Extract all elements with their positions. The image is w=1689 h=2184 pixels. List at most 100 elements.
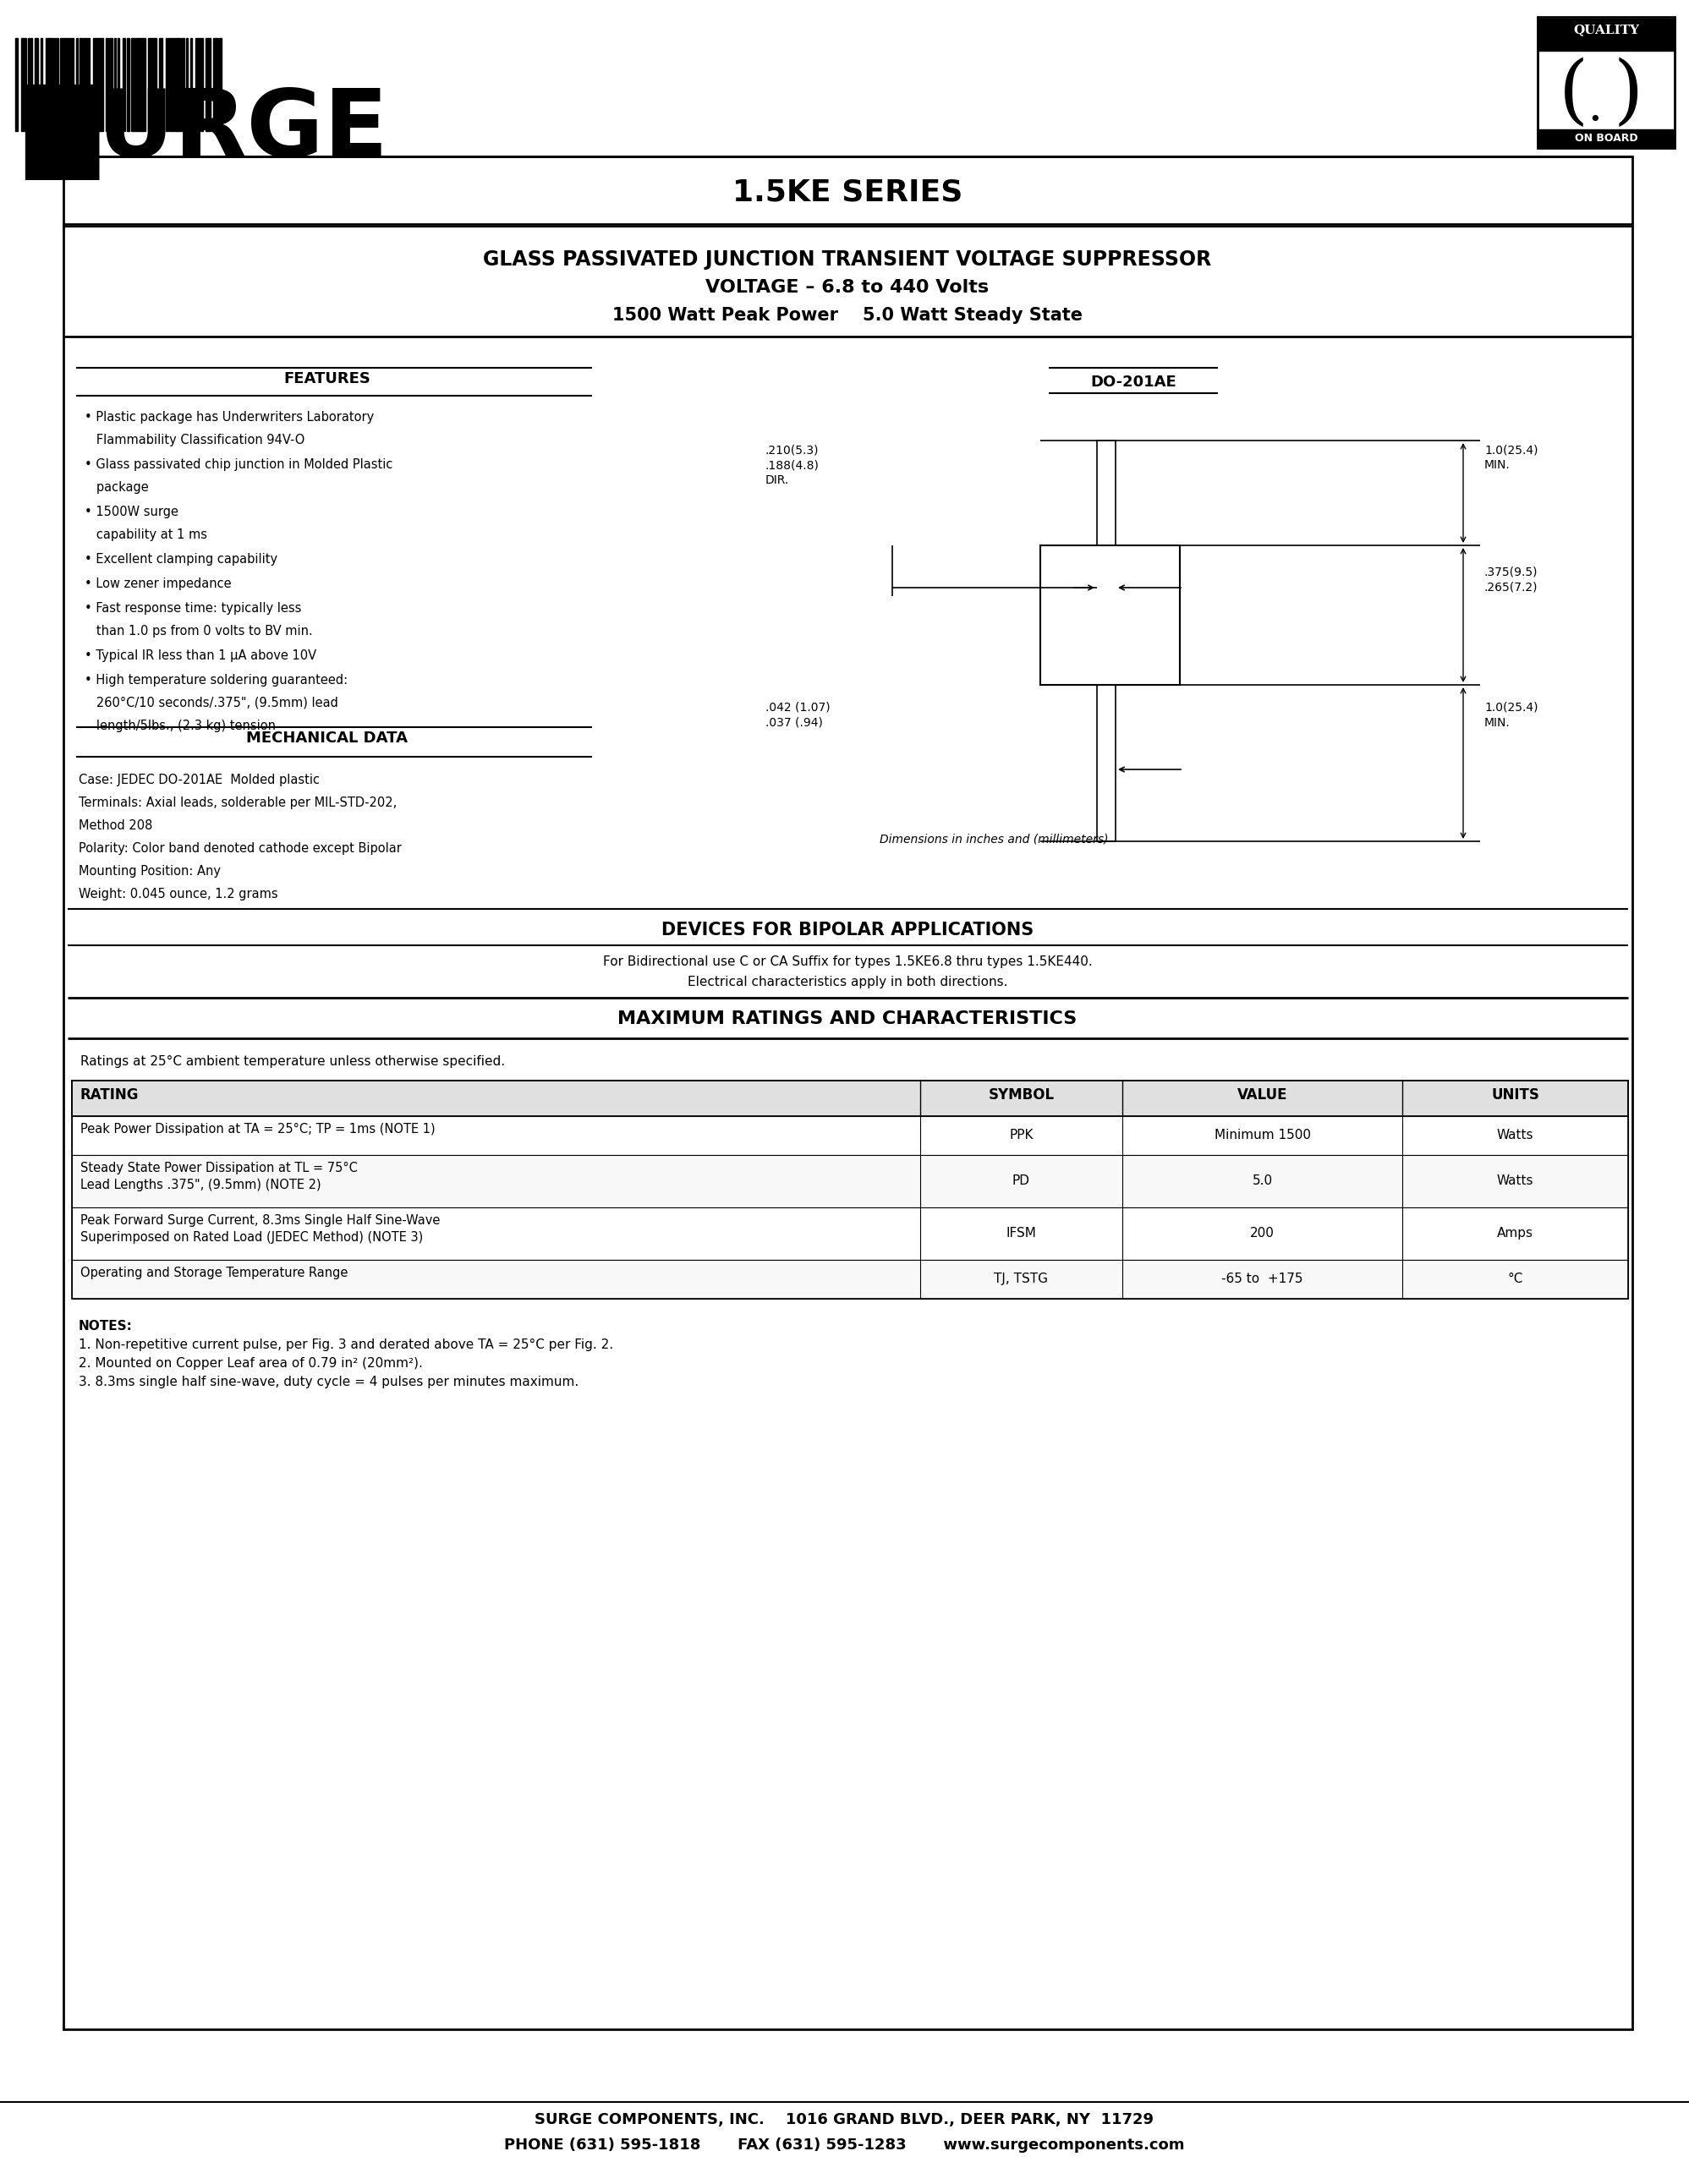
Bar — [182, 37, 184, 131]
Bar — [71, 37, 74, 131]
Bar — [54, 37, 56, 131]
Bar — [132, 37, 135, 131]
Text: .042 (1.07): .042 (1.07) — [765, 701, 831, 714]
Text: .375(9.5): .375(9.5) — [1485, 566, 1539, 579]
Text: DEVICES FOR BIPOLAR APPLICATIONS: DEVICES FOR BIPOLAR APPLICATIONS — [662, 922, 1034, 939]
Text: • 1500W surge: • 1500W surge — [84, 507, 179, 518]
Text: Polarity: Color band denoted cathode except Bipolar: Polarity: Color band denoted cathode exc… — [79, 843, 402, 854]
Text: Method 208: Method 208 — [79, 819, 152, 832]
Bar — [73, 1260, 1628, 1299]
Text: Steady State Power Dissipation at TL = 75°C: Steady State Power Dissipation at TL = 7… — [81, 1162, 358, 1175]
Bar — [220, 37, 221, 131]
Text: (: ( — [1559, 57, 1588, 131]
Text: • High temperature soldering guaranteed:: • High temperature soldering guaranteed: — [84, 675, 348, 686]
Bar — [1537, 129, 1674, 149]
Bar — [1537, 20, 1674, 50]
Bar — [1096, 441, 1115, 546]
Bar — [110, 37, 113, 131]
Bar — [84, 37, 88, 131]
Text: length/5lbs., (2.3 kg) tension: length/5lbs., (2.3 kg) tension — [84, 719, 275, 732]
Text: package: package — [84, 480, 149, 494]
Bar — [171, 37, 174, 131]
Text: MAXIMUM RATINGS AND CHARACTERISTICS: MAXIMUM RATINGS AND CHARACTERISTICS — [618, 1011, 1078, 1026]
Bar — [73, 1081, 1628, 1299]
Bar — [149, 37, 157, 131]
Bar — [73, 1208, 1628, 1260]
Text: Minimum 1500: Minimum 1500 — [1214, 1129, 1311, 1142]
Text: Watts: Watts — [1496, 1175, 1534, 1188]
Text: than 1.0 ps from 0 volts to BV min.: than 1.0 ps from 0 volts to BV min. — [84, 625, 312, 638]
Text: █URGE: █URGE — [25, 85, 388, 181]
Text: UNITS: UNITS — [1491, 1088, 1539, 1103]
Text: • Excellent clamping capability: • Excellent clamping capability — [84, 553, 277, 566]
Text: QUALITY: QUALITY — [1572, 24, 1638, 35]
Text: NOTES:: NOTES: — [79, 1319, 133, 1332]
Bar — [61, 37, 62, 131]
Text: •: • — [1589, 109, 1601, 131]
Text: Mounting Position: Any: Mounting Position: Any — [79, 865, 221, 878]
Text: • Fast response time: typically less: • Fast response time: typically less — [84, 603, 301, 614]
Text: 1.0(25.4): 1.0(25.4) — [1485, 446, 1539, 456]
Text: PD: PD — [1012, 1175, 1030, 1188]
Text: For Bidirectional use C or CA Suffix for types 1.5KE6.8 thru types 1.5KE440.: For Bidirectional use C or CA Suffix for… — [603, 954, 1093, 968]
Bar — [76, 37, 78, 131]
Bar — [68, 37, 71, 131]
Text: 1500 Watt Peak Power    5.0 Watt Steady State: 1500 Watt Peak Power 5.0 Watt Steady Sta… — [613, 308, 1083, 323]
Bar — [73, 1155, 1628, 1208]
Bar — [46, 37, 52, 131]
Text: • Glass passivated chip junction in Molded Plastic: • Glass passivated chip junction in Mold… — [84, 459, 394, 472]
Text: 260°C/10 seconds/.375", (9.5mm) lead: 260°C/10 seconds/.375", (9.5mm) lead — [84, 697, 338, 710]
Text: MIN.: MIN. — [1485, 459, 1510, 472]
Bar — [56, 37, 59, 131]
Text: Terminals: Axial leads, solderable per MIL-STD-202,: Terminals: Axial leads, solderable per M… — [79, 797, 397, 808]
Text: Lead Lengths .375", (9.5mm) (NOTE 2): Lead Lengths .375", (9.5mm) (NOTE 2) — [81, 1179, 321, 1190]
Bar — [35, 37, 39, 131]
Bar — [123, 37, 125, 131]
Bar — [88, 37, 90, 131]
Text: SYMBOL: SYMBOL — [988, 1088, 1054, 1103]
Bar — [127, 37, 130, 131]
Text: • Low zener impedance: • Low zener impedance — [84, 577, 231, 590]
Text: Amps: Amps — [1496, 1227, 1534, 1241]
Bar — [206, 37, 211, 131]
Bar — [29, 37, 30, 131]
Text: PHONE (631) 595-1818       FAX (631) 595-1283       www.surgecomponents.com: PHONE (631) 595-1818 FAX (631) 595-1283 … — [503, 2138, 1184, 2153]
Text: .188(4.8): .188(4.8) — [765, 459, 819, 472]
Text: • Plastic package has Underwriters Laboratory: • Plastic package has Underwriters Labor… — [84, 411, 373, 424]
Bar — [41, 37, 42, 131]
Bar — [1096, 686, 1115, 841]
Bar — [22, 37, 27, 131]
Bar — [186, 37, 187, 131]
Text: Watts: Watts — [1496, 1129, 1534, 1142]
Text: 3. 8.3ms single half sine-wave, duty cycle = 4 pulses per minutes maximum.: 3. 8.3ms single half sine-wave, duty cyc… — [79, 1376, 579, 1389]
Text: Flammability Classification 94V-O: Flammability Classification 94V-O — [84, 435, 304, 446]
Text: ON BOARD: ON BOARD — [1574, 133, 1638, 144]
Bar — [159, 37, 162, 131]
Bar — [169, 37, 171, 131]
Text: Weight: 0.045 ounce, 1.2 grams: Weight: 0.045 ounce, 1.2 grams — [79, 889, 279, 900]
Text: Operating and Storage Temperature Range: Operating and Storage Temperature Range — [81, 1267, 348, 1280]
Text: DIR.: DIR. — [765, 474, 789, 487]
Text: RATING: RATING — [81, 1088, 138, 1103]
Text: 1.5KE SERIES: 1.5KE SERIES — [733, 177, 963, 205]
Bar — [135, 37, 145, 131]
Bar — [30, 37, 32, 131]
Bar — [106, 37, 108, 131]
Bar — [191, 37, 193, 131]
Text: 1.0(25.4): 1.0(25.4) — [1485, 701, 1539, 714]
Text: 200: 200 — [1250, 1227, 1275, 1241]
Text: GLASS PASSIVATED JUNCTION TRANSIENT VOLTAGE SUPPRESSOR: GLASS PASSIVATED JUNCTION TRANSIENT VOLT… — [483, 249, 1211, 269]
Bar — [93, 37, 103, 131]
Text: 2. Mounted on Copper Leaf area of 0.79 in² (20mm²).: 2. Mounted on Copper Leaf area of 0.79 i… — [79, 1356, 422, 1369]
Bar — [196, 37, 201, 131]
Text: Ratings at 25°C ambient temperature unless otherwise specified.: Ratings at 25°C ambient temperature unle… — [81, 1055, 505, 1068]
Text: Case: JEDEC DO-201AE  Molded plastic: Case: JEDEC DO-201AE Molded plastic — [79, 773, 319, 786]
Bar — [1040, 546, 1181, 686]
Text: FEATURES: FEATURES — [284, 371, 372, 387]
Text: MIN.: MIN. — [1485, 716, 1510, 729]
Text: VALUE: VALUE — [1238, 1088, 1287, 1103]
Text: MECHANICAL DATA: MECHANICAL DATA — [247, 729, 409, 745]
Text: • Typical IR less than 1 μA above 10V: • Typical IR less than 1 μA above 10V — [84, 649, 316, 662]
Text: TJ, TSTG: TJ, TSTG — [995, 1273, 1049, 1284]
Bar — [174, 37, 181, 131]
